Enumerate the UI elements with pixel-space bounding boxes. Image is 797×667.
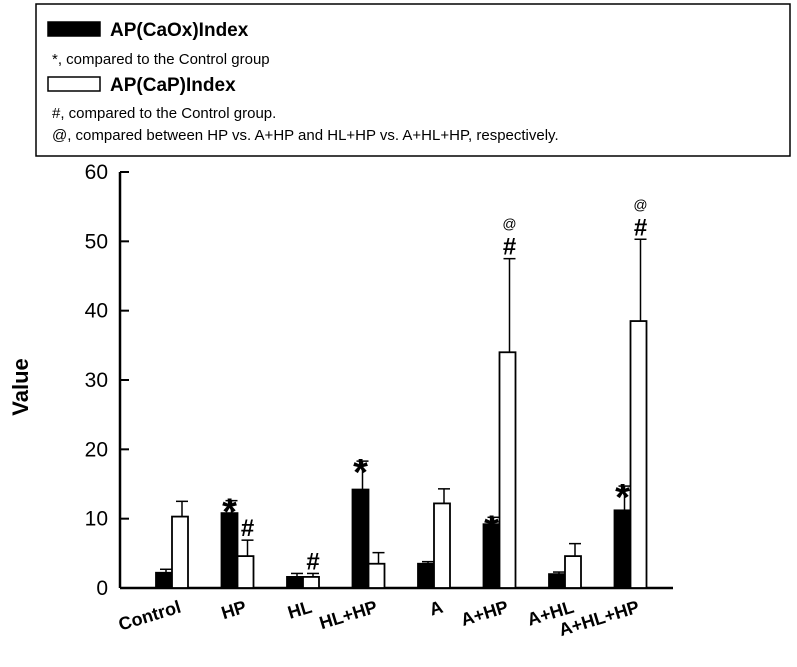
x-ticks: Control HP HL HL+HP A A+HP A+HLA+HL+HP — [116, 597, 642, 640]
bar-caox — [613, 509, 632, 589]
significance-star: * — [222, 492, 237, 534]
y-axis-title: Value — [8, 358, 33, 415]
bar-cap — [302, 576, 320, 589]
x-tick-label: Control — [116, 597, 183, 635]
bar-caox — [548, 573, 566, 589]
significance-marks: * ##**#@*#@ — [222, 196, 648, 575]
legend-note-caox: *, compared to the Control group — [52, 51, 270, 68]
significance-hash: # — [503, 234, 516, 261]
x-tick-label: HL+HP — [317, 597, 380, 634]
y-tick-label: 0 — [96, 577, 108, 600]
y-tick-label: 30 — [85, 369, 108, 392]
y-ticks: 0 10 20 30 40 50 60 — [85, 161, 129, 600]
y-tick-label: 60 — [85, 161, 108, 184]
x-tick-label: A+HP — [458, 597, 510, 630]
bar-caox — [286, 576, 304, 589]
bar-cap — [171, 515, 189, 589]
y-tick-label: 40 — [85, 300, 108, 323]
x-tick-label: HL — [285, 597, 314, 623]
significance-hash: # — [634, 214, 647, 241]
legend-entry-cap: AP(CaP)Index — [110, 75, 236, 96]
y-tick-label: 10 — [85, 508, 108, 531]
legend-swatch-cap — [47, 76, 101, 92]
bar-cap — [433, 502, 451, 589]
error-bars — [160, 238, 647, 577]
bar-caox — [351, 488, 370, 589]
bar-cap — [236, 555, 255, 589]
bar-caox — [155, 571, 173, 589]
legend-note-at: @, compared between HP vs. A+HP and HL+H… — [52, 127, 559, 144]
legend-note-cap: #, compared to the Control group. — [52, 105, 276, 122]
legend-entry-caox: AP(CaOx)Index — [110, 20, 249, 41]
bar-cap — [629, 320, 648, 589]
bar-cap — [367, 562, 386, 589]
y-tick-label: 50 — [85, 230, 108, 253]
bar-cap — [498, 351, 517, 589]
legend-frame — [35, 3, 791, 157]
bar-cap — [564, 555, 582, 589]
significance-star: * — [353, 452, 368, 494]
significance-hash: # — [306, 548, 319, 575]
x-tick-label: HP — [219, 597, 249, 623]
x-tick-label: A — [427, 597, 445, 620]
bar-caox — [220, 512, 239, 589]
significance-at: @ — [502, 216, 516, 232]
bar-caox — [417, 562, 435, 589]
significance-star: * — [484, 508, 499, 550]
y-tick-label: 20 — [85, 438, 108, 461]
significance-hash: # — [241, 515, 254, 542]
bars — [155, 320, 648, 589]
legend-swatch-caox — [47, 21, 101, 37]
significance-star: * — [615, 477, 630, 519]
legend: AP(CaOx)Index *, compared to the Control… — [35, 3, 791, 157]
significance-at: @ — [633, 196, 647, 212]
